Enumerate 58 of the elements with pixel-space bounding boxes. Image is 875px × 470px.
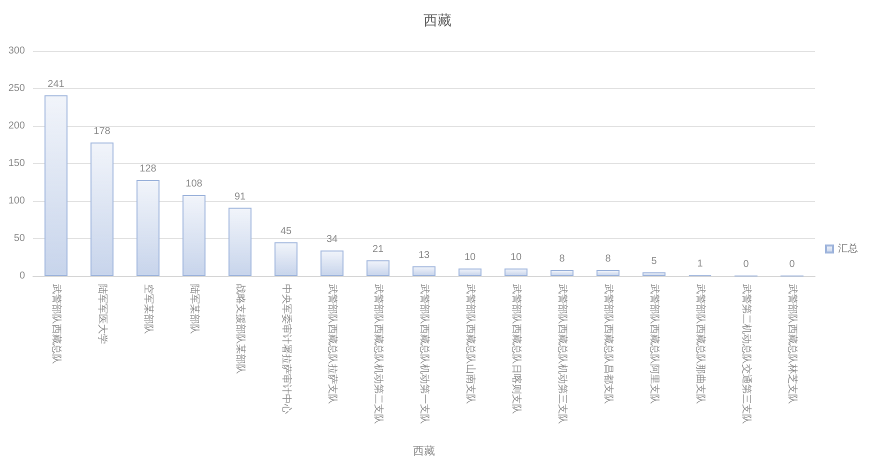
x-axis-title: 西藏 [413,444,435,458]
x-tick-label: 武警第二机动总队交通第三支队 [740,284,752,424]
x-tick-label: 陆军军医大学 [96,284,108,344]
data-label: 10 [464,252,476,263]
x-tick-label: 战略支援部队某部队 [234,284,246,374]
bar [412,266,436,276]
data-label: 1 [697,258,704,270]
chart-title: 西藏 [424,12,452,28]
bar [182,195,206,276]
bar [274,242,298,276]
bar [366,260,390,276]
bar [504,268,528,276]
data-label: 8 [559,254,566,264]
data-label: 21 [372,244,384,255]
data-label: 108 [186,178,203,190]
bar [320,250,344,276]
x-tick-label: 武警部队西藏总队 [50,284,62,364]
bar [90,142,114,276]
data-label: 91 [234,191,246,202]
bar [596,270,620,276]
data-label: 34 [326,234,338,245]
data-label: 45 [280,226,292,237]
x-tick-label: 陆军某部队 [188,284,200,334]
x-tick-label: 武警部队西藏总队那曲支队 [694,284,706,404]
x-tick-label: 武警部队西藏总队拉萨支队 [326,284,338,404]
data-label: 5 [651,256,658,267]
y-tick-label: 100 [8,196,26,206]
x-tick-label: 武警部队西藏总队机动第二支队 [372,284,384,424]
x-tick-label: 空军某部队 [142,284,154,334]
bar [458,268,482,276]
data-label: 128 [140,164,157,174]
bar [642,272,666,276]
legend-label: 汇总 [838,242,858,254]
y-tick-label: 250 [8,83,26,94]
x-tick-label: 武警部队西藏总队日喀则支队 [510,284,522,414]
y-tick-label: 150 [8,158,26,169]
data-label: 178 [94,126,111,137]
y-tick-label: 200 [8,120,26,132]
y-tick-label: 300 [8,46,26,56]
x-tick-label: 武警部队西藏总队机动第三支队 [556,284,568,424]
x-tick-label: 武警部队西藏总队昌都支队 [602,284,614,404]
x-tick-label: 武警部队西藏总队机动第一支队 [418,284,430,424]
data-label: 241 [48,78,65,90]
y-tick-label: 50 [14,233,26,244]
bar [550,270,574,276]
bar [44,95,68,276]
data-label: 8 [605,254,612,264]
data-label: 10 [510,252,522,263]
x-tick-label: 武警部队西藏总队山南支队 [464,284,476,404]
x-tick-label: 武警部队西藏总队林芝支队 [786,284,798,404]
bar [228,208,252,276]
x-tick-label: 武警部队西藏总队阿里支队 [648,284,660,404]
y-tick-label: 0 [19,270,26,282]
x-tick-label: 中央军委审计署拉萨审计中心 [280,284,292,414]
data-label: 13 [418,250,430,261]
data-label: 0 [743,259,750,270]
data-label: 0 [789,259,796,270]
bar [136,180,160,276]
